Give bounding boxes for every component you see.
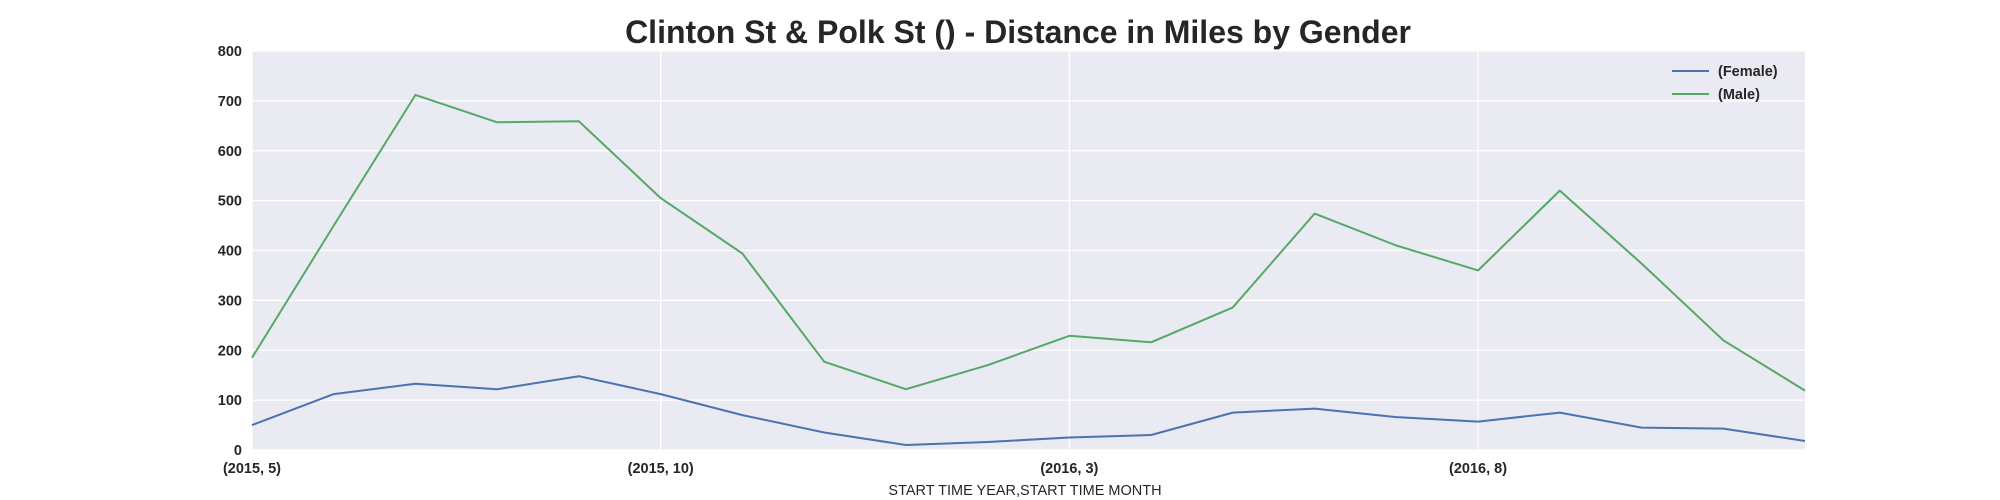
y-tick-label: 400 [218, 244, 242, 260]
series-lines [251, 93, 1806, 446]
y-tick-label: 100 [218, 393, 242, 409]
x-tick-label: (2016, 3) [1040, 461, 1098, 477]
y-axis: 0 100 200 300 400 500 600 700 800 [218, 44, 242, 459]
x-axis: (2015, 5) (2015, 10) (2016, 3) (2016, 8) [223, 461, 1507, 477]
y-tick-label: 300 [218, 293, 242, 309]
y-tick-label: 800 [218, 44, 242, 60]
series-line-male [251, 93, 1806, 392]
x-tick-label: (2016, 8) [1449, 461, 1507, 477]
x-axis-label: START TIME YEAR,START TIME MONTH [888, 483, 1161, 499]
chart-title: Clinton St & Polk St () - Distance in Mi… [625, 14, 1411, 50]
x-tick-label: (2015, 10) [628, 461, 694, 477]
x-tick-label: (2015, 5) [223, 461, 281, 477]
y-tick-label: 500 [218, 194, 242, 210]
y-tick-label: 0 [234, 443, 242, 459]
legend-label: (Female) [1718, 64, 1778, 80]
y-tick-label: 600 [218, 144, 242, 160]
y-tick-label: 700 [218, 94, 242, 110]
y-tick-label: 200 [218, 343, 242, 359]
legend-label: (Male) [1718, 87, 1760, 103]
legend: (Female) (Male) [1672, 64, 1778, 103]
series-line-female [251, 375, 1806, 446]
